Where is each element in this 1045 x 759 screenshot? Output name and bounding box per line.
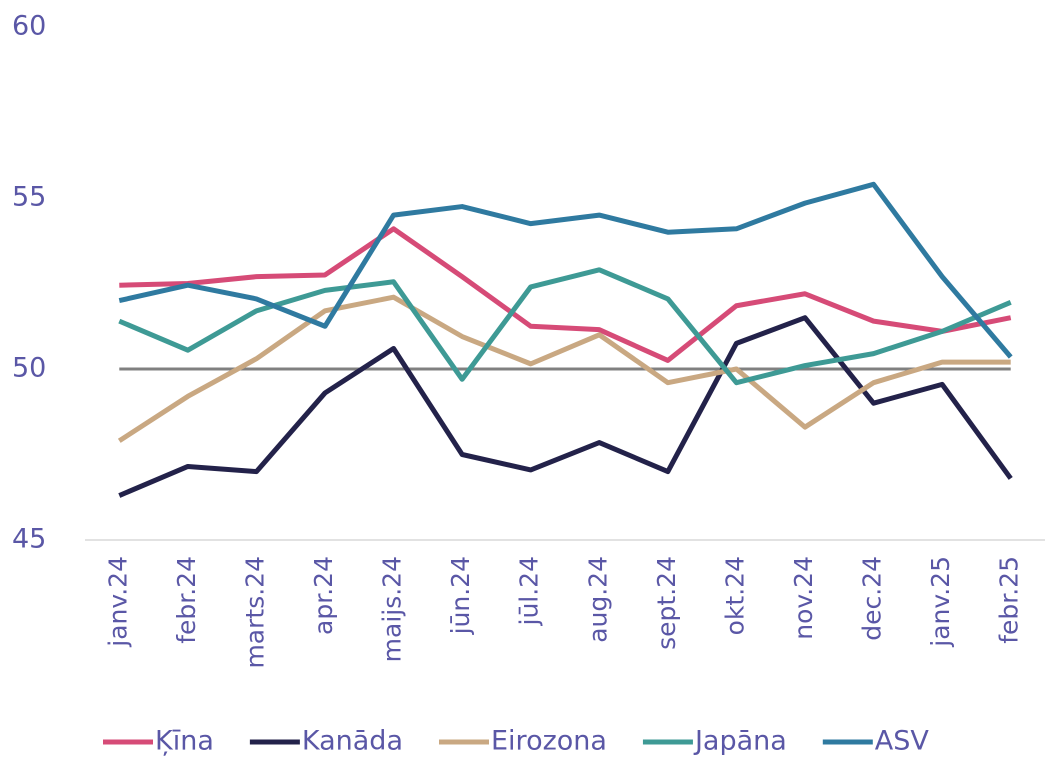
series-line (117, 294, 1011, 443)
legend: Ķīna Kanāda Eirozona Japāna ASV (103, 726, 929, 757)
y-tick-label: 50 (12, 353, 46, 384)
series-line (118, 267, 1012, 386)
legend-label: Ķīna (155, 726, 214, 757)
series-line (119, 226, 1012, 363)
x-tick-label: aug.24 (583, 556, 612, 643)
x-tick-label: okt.24 (720, 556, 749, 635)
y-tick-label: 55 (12, 182, 46, 213)
legend-label: Eirozona (491, 726, 607, 757)
legend-label: Kanāda (302, 726, 403, 757)
x-tick-label: marts.24 (240, 556, 269, 669)
x-tick-label: apr.24 (309, 556, 338, 635)
x-tick-label: maijs.24 (378, 556, 407, 662)
y-tick-label: 45 (12, 524, 46, 555)
legend-label: Japāna (693, 726, 787, 757)
x-tick-label: febr.25 (995, 556, 1024, 644)
x-tick-label: dec.24 (858, 556, 887, 641)
x-tick-label: nov.24 (789, 556, 818, 640)
x-tick-label: janv.25 (926, 556, 955, 648)
x-tick-label: janv.24 (103, 556, 132, 648)
y-tick-label: 60 (12, 11, 46, 42)
x-tick-label: sept.24 (652, 556, 681, 650)
series-line (118, 315, 1013, 498)
series-line (118, 181, 1013, 359)
x-tick-label: febr.24 (172, 556, 201, 644)
x-tick-label: jūn.24 (446, 556, 475, 635)
x-tick-label: jūl.24 (515, 556, 544, 627)
legend-label: ASV (875, 726, 930, 757)
